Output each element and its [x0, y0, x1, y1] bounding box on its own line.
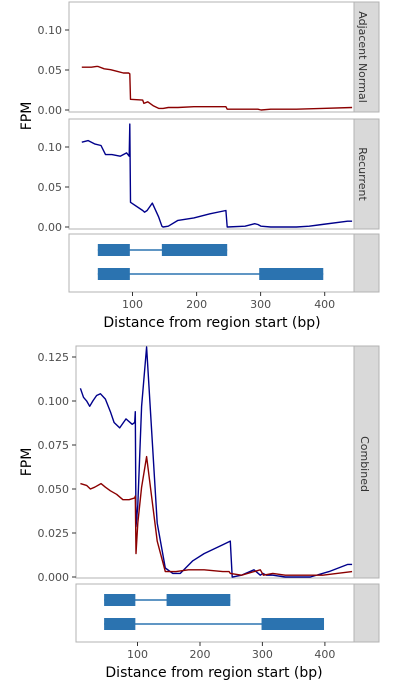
strip-background	[353, 118, 380, 230]
strip-background	[353, 1, 380, 113]
y-tick-label: 0.05	[38, 64, 63, 77]
strip-background	[353, 345, 380, 579]
panel-recurrent: Recurrent 0.00 0.05 0.10	[38, 118, 380, 234]
y-axis-title: FPM	[19, 448, 35, 477]
panel-adjacent-normal: Adjacent Normal 0.00 0.05 0.10	[38, 1, 380, 117]
exon-block	[97, 244, 130, 256]
x-ticks: 100 200 300 400	[122, 292, 335, 311]
y-tick-label: 0.10	[38, 141, 63, 154]
y-tick-label: 0.100	[38, 395, 70, 408]
transcript-models	[104, 594, 325, 630]
exon-block	[166, 594, 231, 606]
strip-label: Combined	[358, 436, 371, 492]
series-line-adjacent-normal	[81, 65, 353, 111]
y-axis-title: FPM	[19, 102, 35, 131]
series-line-adjacent-normal	[80, 455, 353, 576]
y-tick-label: 0.075	[38, 439, 70, 452]
track-frame	[68, 233, 355, 293]
x-tick-label: 100	[122, 298, 143, 311]
panel-frame	[68, 118, 355, 230]
y-tick-label: 0.025	[38, 527, 70, 540]
transcript-models	[97, 244, 324, 280]
exon-block	[97, 268, 130, 280]
x-tick-label: 400	[314, 648, 335, 661]
x-ticks: 100 200 300 400	[127, 642, 335, 661]
x-axis-title: Distance from region start (bp)	[103, 315, 320, 331]
strip-label: Adjacent Normal	[356, 11, 369, 103]
panel-frame	[75, 345, 355, 579]
x-tick-label: 200	[186, 298, 207, 311]
y-tick-label: 0.000	[38, 571, 70, 584]
x-tick-label: 300	[252, 648, 273, 661]
y-ticks: 0.00 0.05 0.10	[38, 141, 69, 234]
exon-block	[104, 618, 136, 630]
x-tick-label: 100	[127, 648, 148, 661]
exon-block	[161, 244, 228, 256]
panel-combined: Combined 0.000 0.025 0.050 0.075 0.100 0…	[38, 345, 380, 584]
transcript-track: 100 200 300 400	[68, 233, 380, 311]
y-tick-label: 0.00	[38, 221, 63, 234]
panel-frame	[68, 1, 355, 113]
y-ticks: 0.00 0.05 0.10	[38, 24, 69, 117]
strip-background	[353, 233, 380, 293]
track-frame	[75, 583, 355, 643]
x-axis-title: Distance from region start (bp)	[105, 665, 322, 681]
y-ticks: 0.000 0.025 0.050 0.075 0.100 0.125	[38, 351, 76, 584]
y-tick-label: 0.125	[38, 351, 70, 364]
x-tick-label: 300	[250, 298, 271, 311]
y-tick-label: 0.00	[38, 104, 63, 117]
y-tick-label: 0.050	[38, 483, 70, 496]
exon-block	[259, 268, 324, 280]
y-tick-label: 0.10	[38, 24, 63, 37]
strip-label: Recurrent	[356, 147, 369, 201]
x-tick-label: 400	[314, 298, 335, 311]
y-tick-label: 0.05	[38, 181, 63, 194]
exon-block	[104, 594, 136, 606]
strip-background	[353, 583, 380, 643]
series-line-recurrent	[81, 123, 353, 228]
x-tick-label: 200	[190, 648, 211, 661]
exon-block	[261, 618, 325, 630]
transcript-track: 100 200 300 400	[75, 583, 380, 661]
